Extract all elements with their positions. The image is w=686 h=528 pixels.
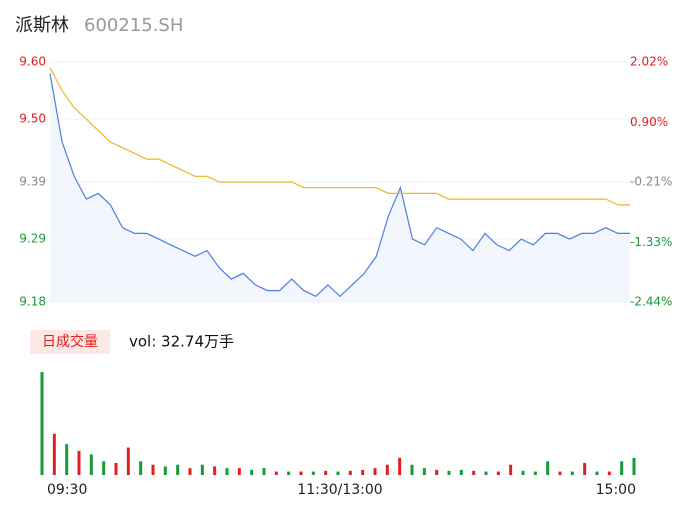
y-tick-label: 9.29 — [19, 232, 46, 246]
volume-bar — [65, 444, 69, 475]
y-tick-label: 9.18 — [19, 295, 46, 309]
volume-bar — [225, 468, 229, 475]
volume-bar — [620, 461, 624, 475]
volume-bar — [533, 471, 537, 475]
volume-bar — [213, 466, 217, 475]
volume-label-bg — [30, 330, 110, 354]
y2-tick-label: -0.21% — [630, 175, 672, 189]
stock-name: 派斯林 — [15, 15, 69, 36]
price-line — [49, 73, 630, 298]
average-line — [49, 67, 630, 206]
volume-bar — [509, 464, 513, 475]
volume-bar — [496, 471, 500, 475]
volume-bar — [188, 468, 192, 475]
y2-tick-label: -1.33% — [630, 235, 672, 249]
stock-code: 600215.SH — [84, 15, 183, 36]
y2-tick-label: 2.02% — [630, 55, 668, 69]
volume-bar — [422, 468, 426, 475]
volume-bar — [385, 464, 389, 475]
volume-bar — [114, 462, 118, 475]
volume-bar — [237, 468, 241, 475]
volume-summary: vol: 32.74万手 — [129, 333, 234, 351]
y-tick-label: 9.60 — [19, 55, 46, 69]
volume-bar — [151, 464, 155, 475]
volume-bar — [373, 468, 377, 475]
volume-bar — [459, 469, 463, 475]
volume-bar — [546, 461, 550, 475]
y2-tick-label: 0.90% — [630, 115, 668, 129]
y-tick-label: 9.39 — [19, 175, 46, 189]
y2-tick-label: -2.44% — [630, 295, 672, 309]
volume-bar — [287, 471, 291, 475]
volume-bar — [558, 471, 562, 475]
volume-bar — [102, 461, 106, 475]
price-area — [50, 73, 630, 303]
volume-bar — [632, 457, 636, 475]
x-tick-label: 15:00 — [596, 482, 636, 498]
volume-bar — [324, 470, 328, 475]
volume-bar — [77, 450, 81, 475]
volume-bar — [250, 469, 254, 475]
y-tick-label: 9.50 — [19, 112, 46, 126]
volume-label: 日成交量 — [42, 333, 98, 350]
volume-bar — [398, 457, 402, 475]
x-tick-label: 09:30 — [47, 482, 87, 498]
volume-bar — [274, 471, 278, 475]
volume-bar — [435, 469, 439, 475]
volume-bar — [52, 433, 56, 475]
volume-bar — [40, 372, 44, 475]
volume-bar — [262, 468, 266, 475]
volume-bar — [410, 464, 414, 475]
volume-bar — [348, 470, 352, 475]
x-tick-label: 11:30/13:00 — [297, 482, 382, 498]
volume-bar — [200, 464, 204, 475]
volume-bar — [139, 461, 143, 475]
volume-bar — [336, 471, 340, 475]
volume-bar — [176, 464, 180, 475]
volume-bar — [570, 471, 574, 475]
volume-bar — [89, 454, 93, 475]
volume-bar — [447, 470, 451, 475]
volume-bar — [484, 471, 488, 475]
volume-bar — [163, 466, 167, 475]
volume-bar — [472, 470, 476, 475]
volume-bar — [311, 471, 315, 475]
volume-bar — [607, 471, 611, 475]
volume-bar — [583, 462, 587, 475]
volume-bar — [595, 471, 599, 475]
volume-bar — [521, 470, 525, 475]
volume-bar — [299, 471, 303, 475]
volume-bar — [126, 447, 130, 475]
volume-bar — [361, 469, 365, 475]
